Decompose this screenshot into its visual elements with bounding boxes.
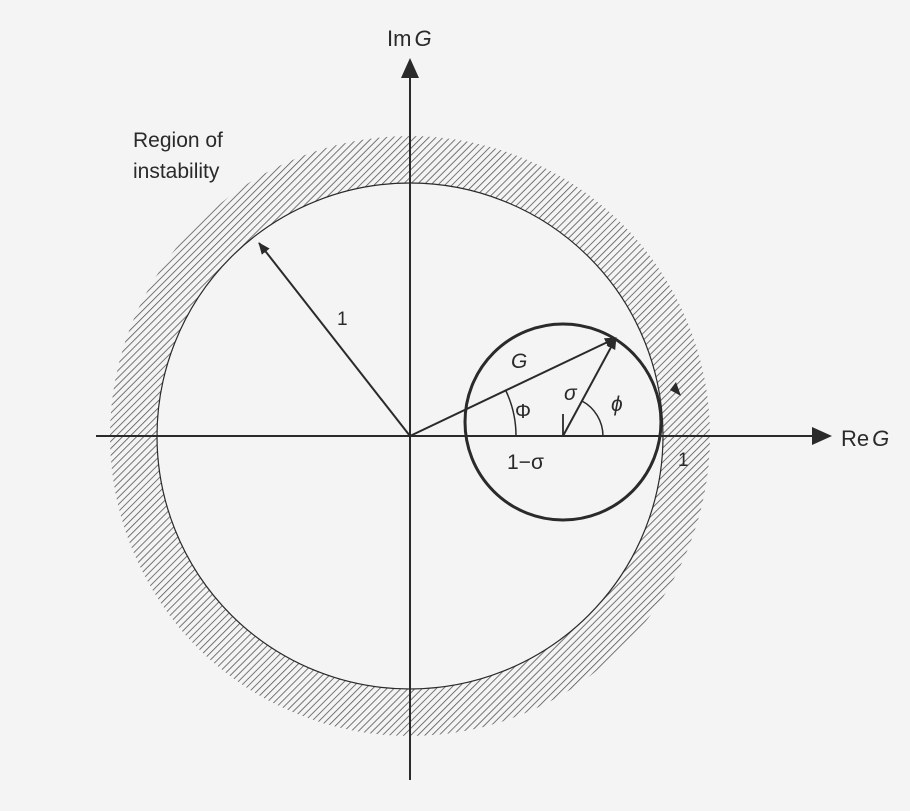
region-label-line2: instability	[133, 160, 220, 183]
center-offset-label: 1−σ	[507, 451, 544, 474]
sigma-label: σ	[564, 382, 578, 405]
amplification-circle	[463, 322, 663, 522]
real-axis-label: Re G	[841, 426, 889, 451]
tangent-mark	[670, 382, 681, 396]
unit-radius-vector	[258, 242, 411, 437]
angle-arc-phi-upper	[505, 390, 517, 437]
unit-radius-label: 1	[337, 309, 348, 330]
region-label-line1: Region of	[133, 129, 223, 152]
real-axis-one-label: 1	[678, 450, 689, 471]
angle-arc-phi-lower	[581, 400, 604, 437]
real-axis-arrow	[812, 427, 832, 445]
g-vector	[409, 337, 617, 437]
imaginary-axis-arrow	[401, 58, 419, 78]
vector-g-label: G	[511, 350, 527, 373]
angle-phi-upper-label: Φ	[515, 401, 531, 423]
angle-phi-lower-label: ϕ	[611, 393, 623, 416]
imaginary-axis-label: Im G	[387, 26, 432, 51]
sigma-vector	[562, 337, 617, 437]
